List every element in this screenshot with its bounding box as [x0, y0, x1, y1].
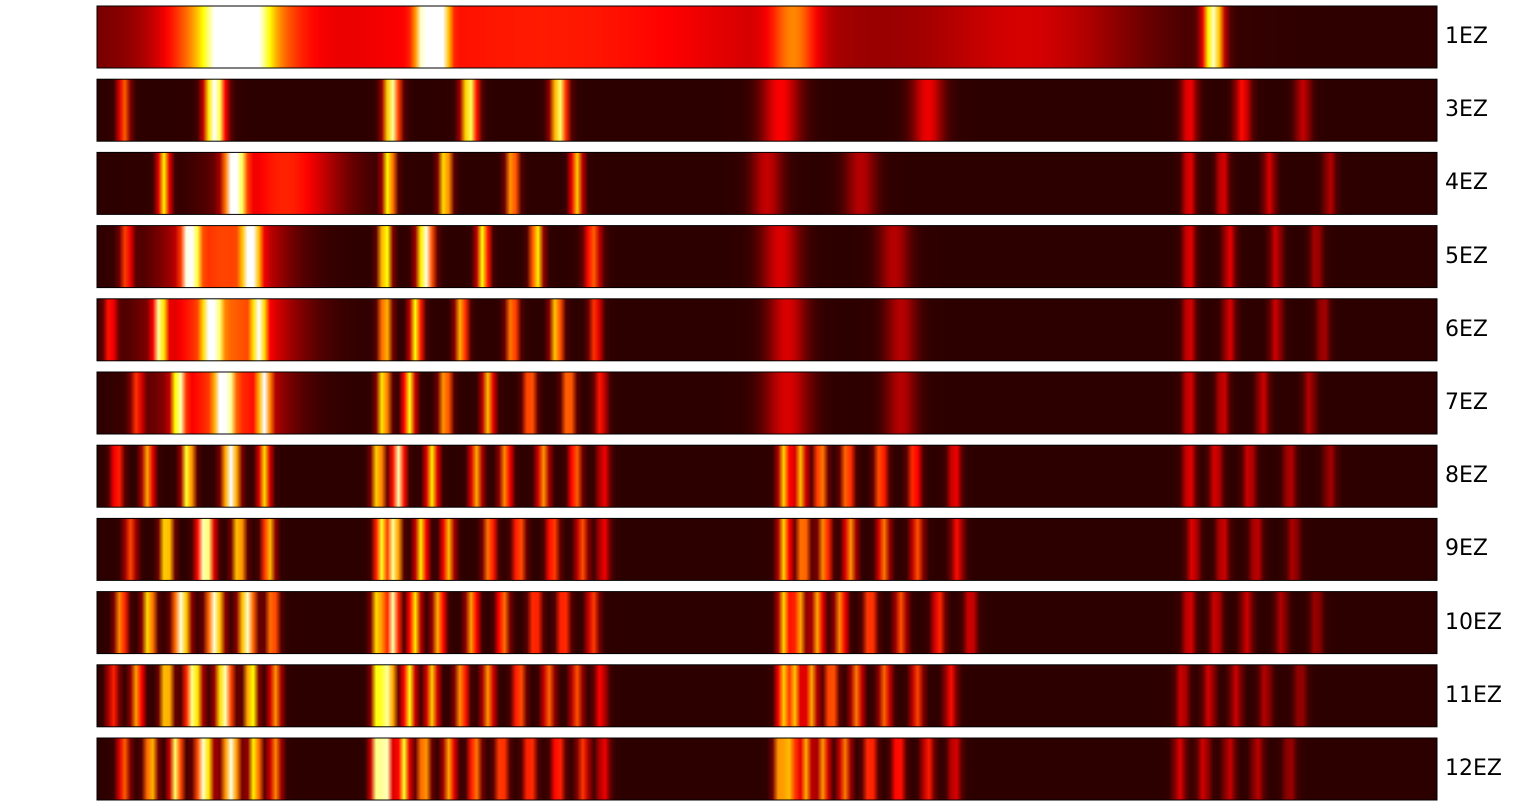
- strip-label-5ez: 5EZ: [1445, 243, 1488, 269]
- heat-strip-5ez: [96, 225, 1438, 289]
- heat-strip-11ez: [96, 664, 1438, 728]
- strip-label-12ez: 12EZ: [1445, 756, 1502, 781]
- strip-label-10ez: 10EZ: [1445, 609, 1502, 635]
- strip-label-4ez: 4EZ: [1445, 170, 1488, 196]
- heat-strip-6ez: [96, 298, 1438, 362]
- heat-strip-1ez: [96, 5, 1438, 69]
- strip-label-6ez: 6EZ: [1445, 316, 1488, 342]
- heat-strip-8ez: [96, 444, 1438, 508]
- heat-strip-12ez: [96, 737, 1438, 801]
- strip-label-8ez: 8EZ: [1445, 463, 1488, 489]
- strip-label-11ez: 11EZ: [1445, 682, 1502, 708]
- heat-strip-4ez: [96, 151, 1438, 215]
- strip-label-3ez: 3EZ: [1445, 97, 1488, 123]
- strip-label-9ez: 9EZ: [1445, 536, 1488, 562]
- strip-label-7ez: 7EZ: [1445, 390, 1488, 415]
- heat-strip-9ez: [96, 517, 1438, 581]
- heat-strip-3ez: [96, 78, 1438, 142]
- heat-strip-7ez: [96, 371, 1438, 435]
- heat-strip-10ez: [96, 591, 1438, 655]
- strip-label-1ez: 1EZ: [1445, 24, 1488, 49]
